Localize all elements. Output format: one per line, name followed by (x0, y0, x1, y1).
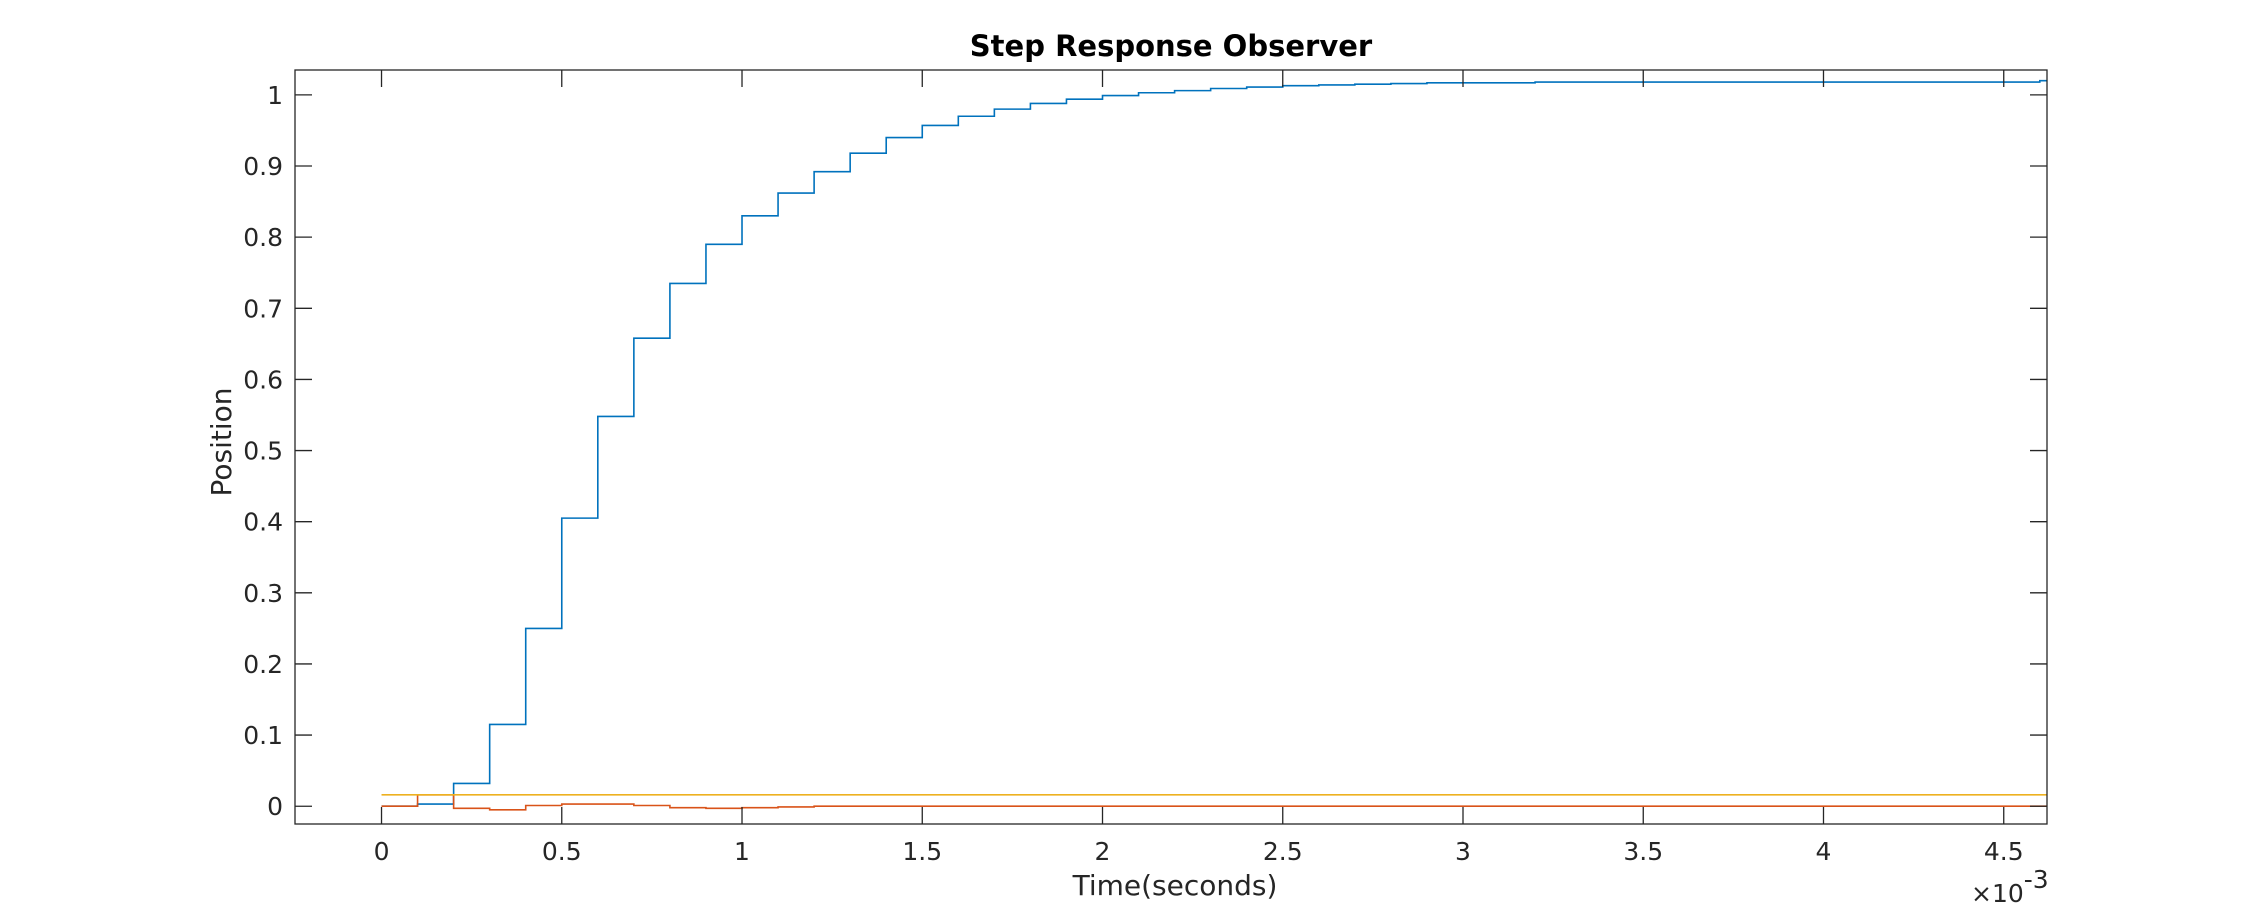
y-tick-label: 0.2 (243, 650, 283, 679)
tick-labels: 0 0.5 1 1.5 2 2.5 3 3.5 4 4.5 0 0.1 0.2 0.3 0.4 0.5 0.6 0… (243, 81, 2023, 866)
x-tick-label: 3.5 (1623, 837, 1663, 866)
x-axis-label: Time(seconds) (1072, 869, 1278, 902)
y-tick-label: 0.4 (243, 508, 283, 537)
x-tick-label: 2 (1095, 837, 1111, 866)
x-tick-label: 4.5 (1984, 837, 2024, 866)
chart-title: Step Response Observer (970, 29, 1373, 63)
plot-area (295, 70, 2047, 824)
x-tick-label: 4 (1816, 837, 1832, 866)
x-exponent-base: ×10 (1971, 879, 2024, 908)
x-tick-label: 3 (1455, 837, 1471, 866)
series-2-line (381, 794, 2047, 811)
plot-frame (294, 69, 2048, 825)
y-tick-label: 0.5 (243, 437, 283, 466)
x-exponent-label: ×10-3 (1971, 865, 2049, 908)
y-tick-label: 0.3 (243, 579, 283, 608)
y-tick-label: 0.8 (243, 223, 283, 252)
y-tick-label: 0 (267, 792, 283, 821)
x-exponent-power: -3 (2024, 865, 2049, 894)
tick-marks (295, 70, 2047, 824)
y-tick-label: 0.7 (243, 294, 283, 323)
x-tick-label: 2.5 (1263, 837, 1303, 866)
y-tick-label: 0.9 (243, 152, 283, 181)
y-axis-label: Position (205, 387, 238, 496)
y-tick-label: 0.1 (243, 721, 283, 750)
y-tick-label: 1 (267, 81, 283, 110)
y-tick-label: 0.6 (243, 365, 283, 394)
x-tick-label: 1.5 (902, 837, 942, 866)
x-tick-label: 0.5 (542, 837, 582, 866)
x-tick-label: 0 (374, 837, 390, 866)
x-tick-label: 1 (734, 837, 750, 866)
